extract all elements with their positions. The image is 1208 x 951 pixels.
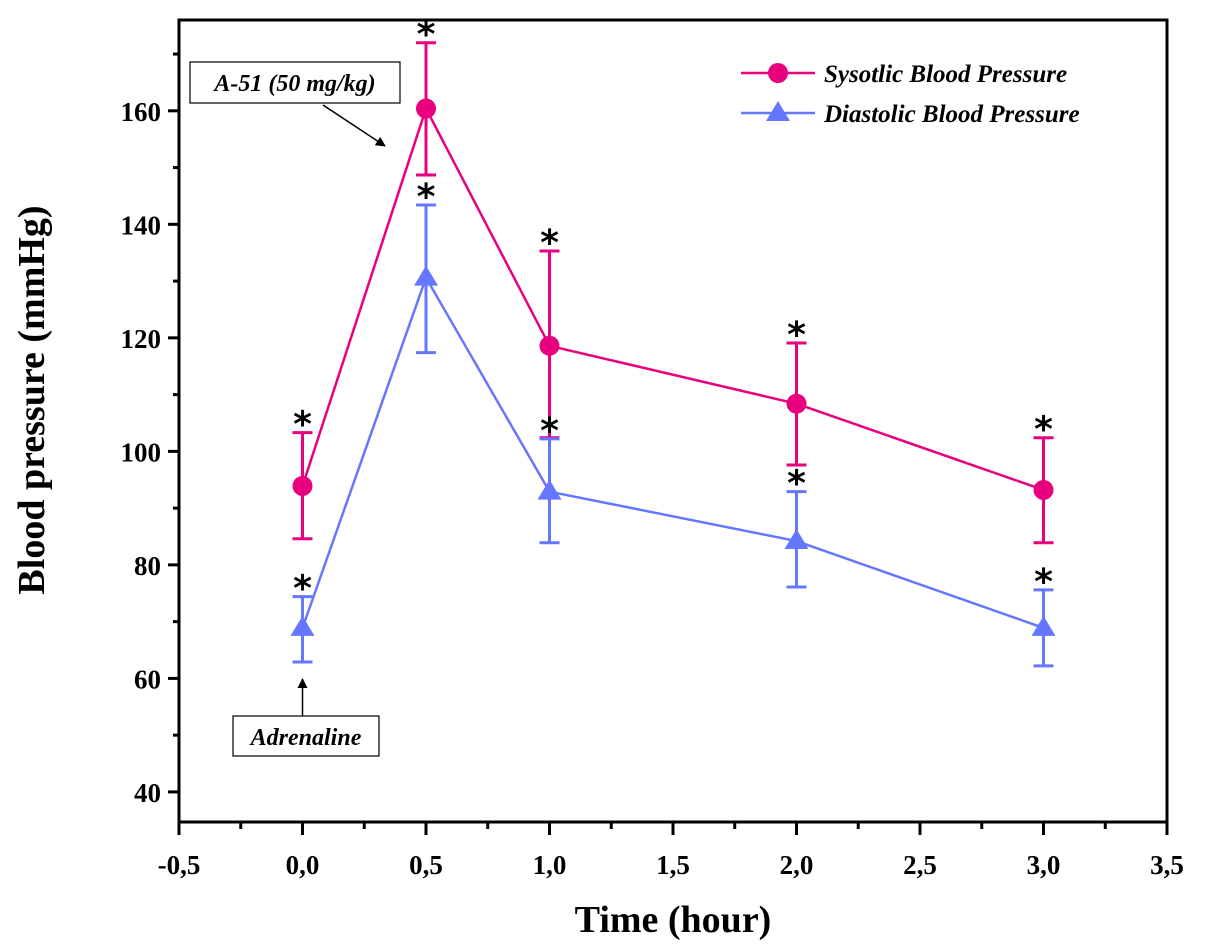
legend-label: Diastolic Blood Pressure (823, 101, 1080, 128)
x-tick-label: 2,0 (780, 850, 814, 880)
x-tick-label: 1,5 (656, 850, 690, 880)
y-tick-label: 100 (121, 437, 162, 467)
data-point (537, 479, 562, 500)
significance-star: * (293, 569, 312, 610)
significance-star: * (1034, 410, 1053, 451)
legend-marker (766, 101, 790, 121)
series-diastolic: * * * * * (290, 177, 1056, 668)
y-tick-label: 160 (121, 97, 162, 127)
annotation-box-a51 (189, 61, 401, 104)
y-tick-label: 60 (134, 664, 161, 694)
y-tick-label: 80 (134, 551, 161, 581)
data-point (414, 265, 438, 286)
y-tick-label: 120 (121, 324, 162, 354)
data-point (784, 529, 809, 550)
series-line (301, 274, 1044, 630)
y-axis-title: Blood pressure (mmHg) (11, 205, 53, 594)
x-axis: -0,5 0,0 0,5 1,0 1,5 2,0 2,5 3,0 3,5 (158, 822, 1184, 880)
y-axis: 40 60 80 100 120 140 160 (121, 52, 179, 808)
data-point (290, 615, 315, 636)
legend: Sysotlic Blood Pressure Diastolic Blood P… (741, 61, 1080, 128)
annotation-box-adrenaline (232, 715, 380, 757)
data-point (1033, 479, 1054, 500)
significance-star: * (417, 177, 436, 218)
x-tick-label: 3,5 (1150, 850, 1184, 880)
data-point (292, 475, 313, 496)
significance-star: * (417, 15, 436, 56)
x-tick-label: 3,0 (1027, 850, 1061, 880)
series-systolic: * * * * * (292, 15, 1054, 545)
x-tick-label: 0,0 (286, 850, 320, 880)
significance-star: * (1034, 562, 1053, 603)
x-tick-label: -0,5 (158, 850, 201, 880)
series-layer: * * * * * * * * * * (290, 15, 1056, 668)
annotation-text-a51: A-51 (50 mg/kg) (212, 71, 375, 97)
annotation-text-adrenaline: Adrenaline (249, 725, 362, 751)
data-point (1031, 615, 1056, 636)
y-tick-label: 140 (121, 210, 162, 240)
data-point (416, 98, 436, 119)
significance-star: * (787, 315, 806, 356)
significance-star: * (787, 464, 806, 505)
plot-frame (177, 18, 1169, 824)
significance-star: * (540, 411, 559, 452)
significance-star: * (540, 223, 559, 264)
significance-star: * (293, 405, 312, 446)
arrow-icon (322, 104, 386, 147)
y-tick-label: 40 (134, 778, 161, 808)
data-point (786, 393, 807, 414)
x-axis-title: Time (hour) (575, 899, 772, 941)
legend-label: Sysotlic Blood Pressure (824, 61, 1067, 88)
x-tick-label: 1,0 (533, 850, 567, 880)
x-tick-label: 2,5 (903, 850, 937, 880)
x-tick-label: 0,5 (409, 850, 443, 880)
annotations: A-51 (50 mg/kg) Adrenaline (189, 61, 401, 757)
legend-marker (768, 63, 788, 83)
data-point (539, 335, 560, 356)
series-line (301, 105, 1044, 492)
